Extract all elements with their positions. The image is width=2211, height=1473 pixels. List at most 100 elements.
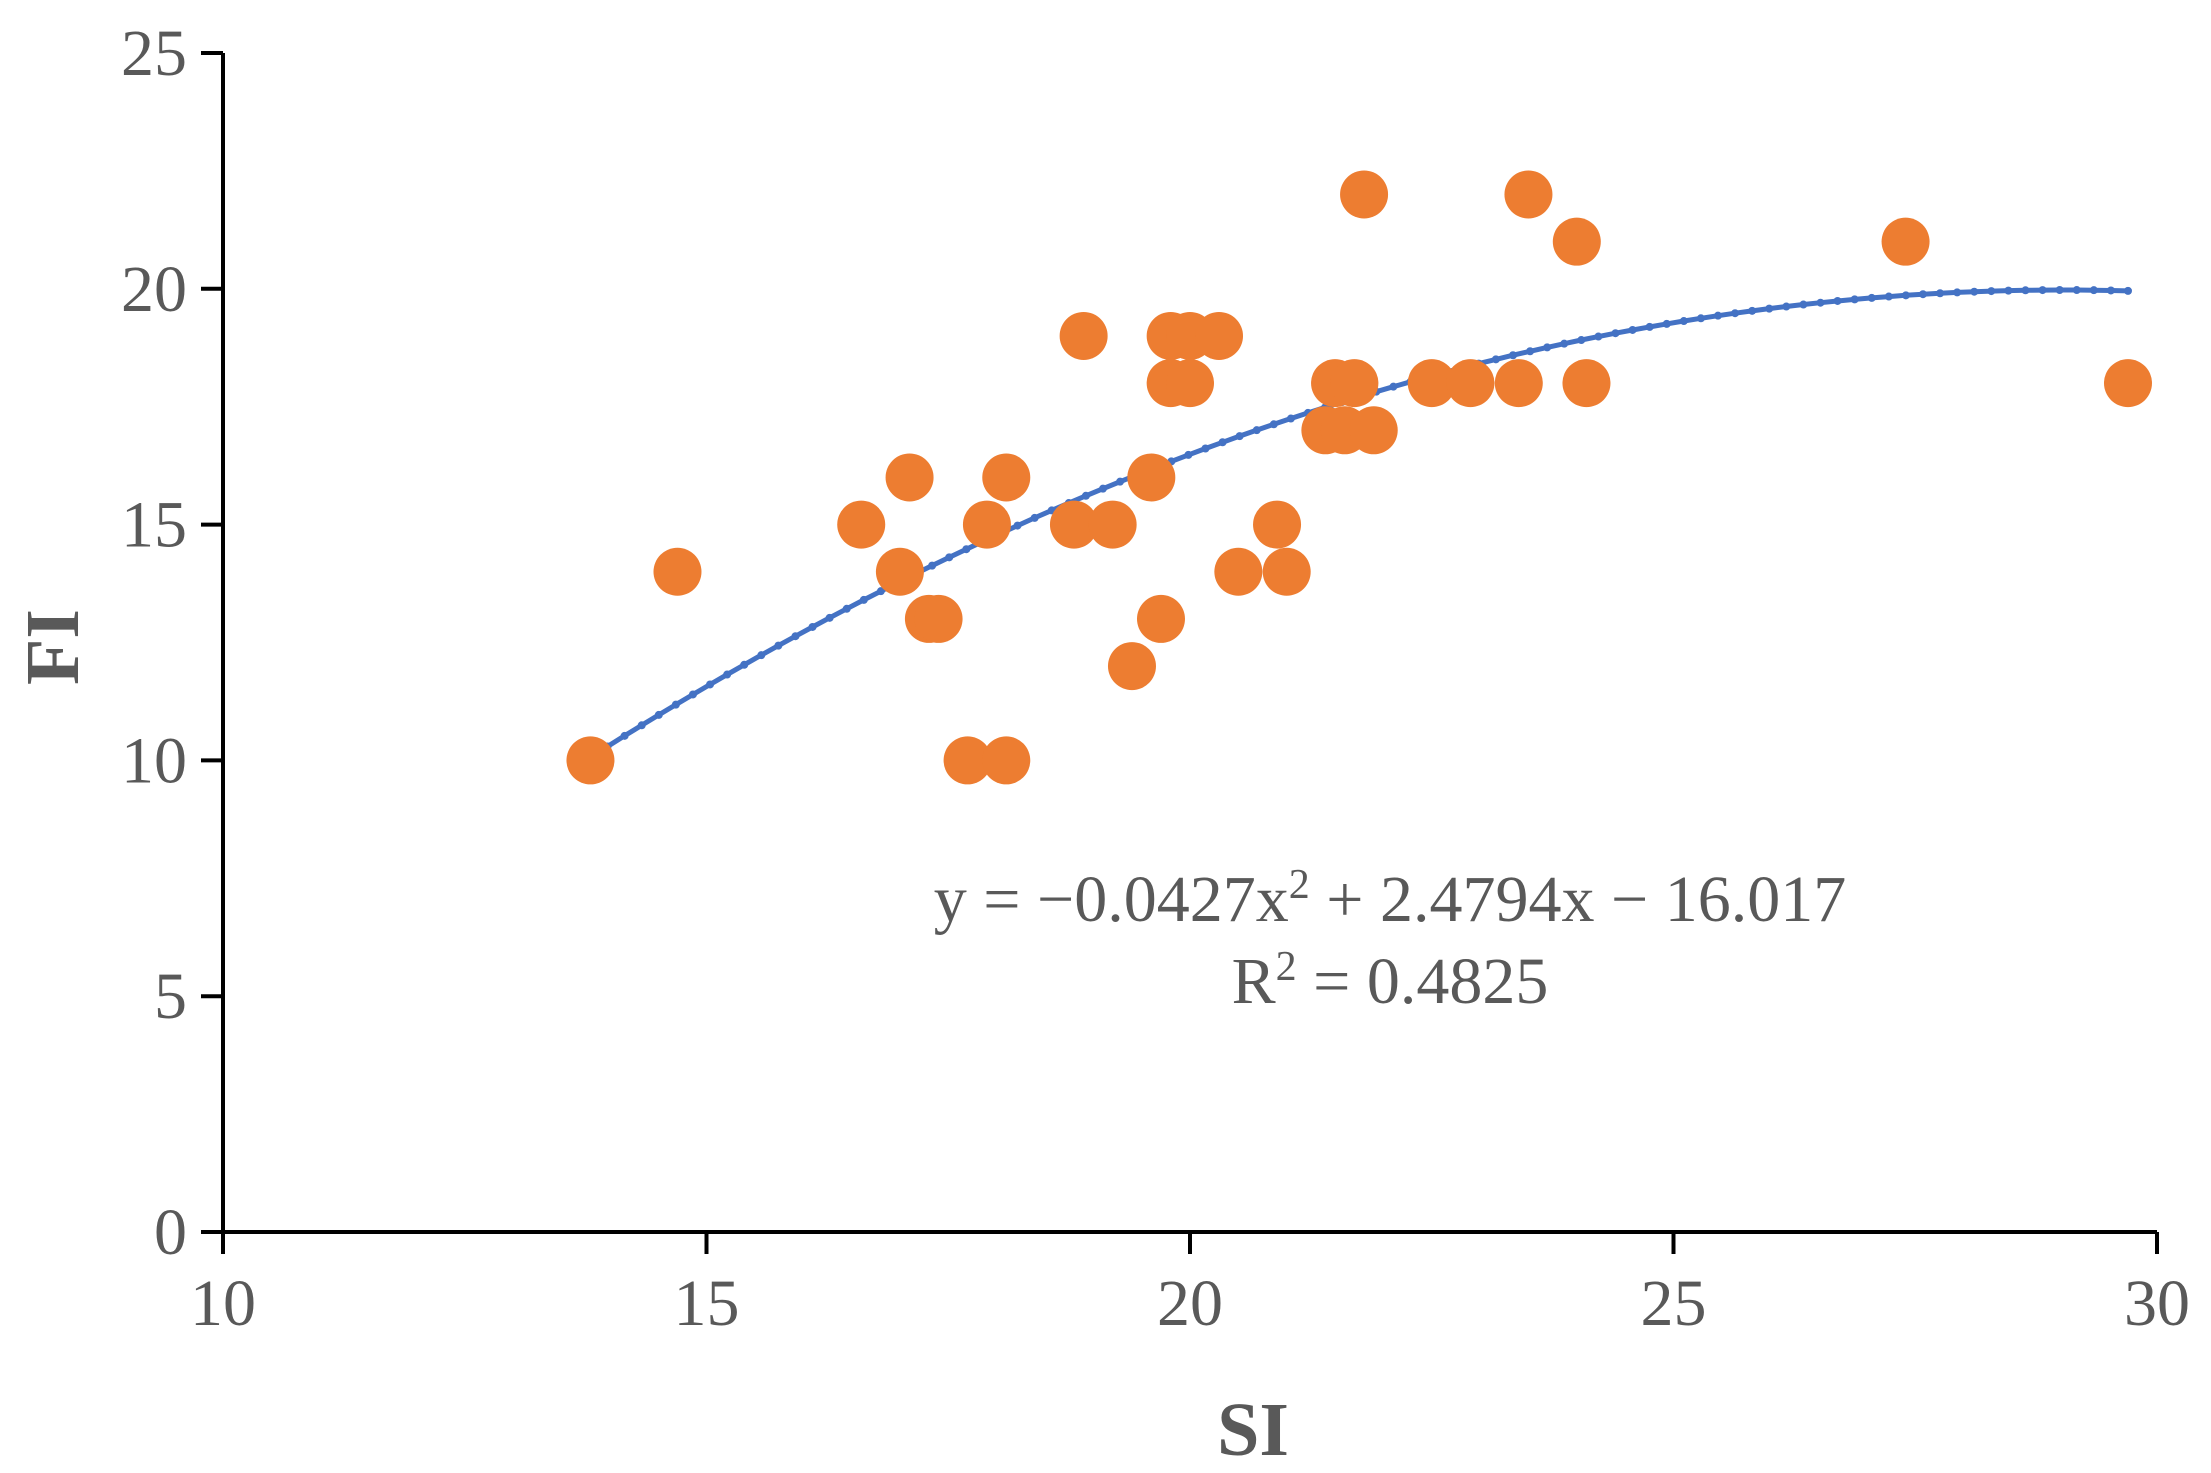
data-point: [1166, 359, 1214, 408]
data-point: [837, 500, 886, 549]
data-point: [1088, 500, 1137, 549]
trendline-marker: [1918, 290, 1927, 299]
trendline-marker: [1884, 292, 1893, 301]
data-point: [1253, 500, 1302, 549]
trendline-marker: [1987, 287, 1996, 296]
data-point: [1407, 359, 1456, 408]
trendline-marker: [2021, 286, 2030, 295]
trendline-marker: [1543, 343, 1552, 352]
data-point: [1349, 406, 1398, 455]
trendline-marker: [2055, 285, 2064, 294]
trendline-marker: [808, 622, 817, 631]
data-point: [1494, 359, 1543, 408]
trendline-marker: [1850, 295, 1859, 304]
data-point: [1049, 500, 1098, 549]
trendline-marker: [774, 641, 783, 650]
trendline-marker: [1970, 287, 1979, 296]
data-point: [1562, 359, 1611, 408]
trendline-marker: [1098, 484, 1107, 493]
data-point: [982, 736, 1031, 785]
trendline-marker: [2089, 286, 2098, 295]
trendline-marker: [706, 680, 715, 689]
data-point: [1340, 170, 1389, 219]
trendline-marker: [1081, 491, 1090, 500]
trendline-marker: [859, 595, 868, 604]
trendline-marker: [2038, 286, 2047, 295]
trendline-marker: [1218, 438, 1227, 447]
trendline-equation: y = −0.0427x2 + 2.4794x − 16.017: [934, 862, 1846, 936]
trendline-marker: [1953, 288, 1962, 297]
trendline-marker: [1594, 332, 1603, 341]
trendline-marker: [962, 545, 971, 554]
trendline-marker: [945, 553, 954, 562]
trendline-layer: [586, 285, 2132, 762]
trendline-marker: [1936, 289, 1945, 298]
trendline-marker: [2123, 286, 2132, 295]
trendline-marker: [1577, 336, 1586, 345]
points-layer: [566, 170, 2152, 785]
data-point: [1195, 311, 1244, 360]
trendline-marker: [1526, 347, 1535, 356]
trendline-marker: [1901, 291, 1910, 300]
trendline-marker: [1013, 521, 1022, 530]
y-tick-label: 25: [121, 17, 187, 90]
data-point: [982, 453, 1031, 502]
trendline-marker: [1696, 314, 1705, 323]
trendline-marker: [671, 700, 680, 709]
y-axis-title: FI: [11, 609, 95, 685]
trendline-marker: [1030, 513, 1039, 522]
data-point: [1446, 359, 1495, 408]
y-tick-label: 20: [121, 253, 187, 326]
trendline-marker: [1560, 339, 1569, 348]
trendline-marker: [1679, 317, 1688, 326]
data-point: [566, 736, 615, 785]
y-tick-label: 10: [121, 724, 187, 797]
data-point: [1881, 217, 1930, 266]
data-point: [1262, 547, 1311, 596]
data-point: [653, 547, 702, 596]
r2-superscript: 2: [1276, 944, 1297, 990]
trendline-marker: [1799, 300, 1808, 309]
data-point: [875, 547, 924, 596]
data-point: [1136, 594, 1185, 643]
trendline-marker: [791, 632, 800, 641]
trendline-marker: [688, 690, 697, 699]
data-point: [1214, 547, 1263, 596]
trendline-marker: [842, 604, 851, 613]
trendline-marker: [928, 561, 937, 570]
trendline-marker: [1184, 450, 1193, 459]
data-point: [885, 453, 934, 502]
y-tick-label: 15: [121, 489, 187, 562]
trendline-marker: [620, 731, 629, 740]
trendline-marker: [876, 587, 885, 596]
data-point: [1127, 453, 1176, 502]
trendline-marker: [1611, 329, 1620, 338]
x-tick-label: 10: [190, 1267, 256, 1340]
x-tick-label: 30: [2124, 1267, 2190, 1340]
trendline-marker: [1748, 306, 1757, 315]
trendline-marker: [740, 660, 749, 669]
trendline-marker: [1782, 302, 1791, 311]
x-axis-title: SI: [1217, 1388, 1289, 1472]
trendline-marker: [1508, 351, 1517, 360]
trendline-marker: [1867, 293, 1876, 302]
trendline-marker: [1286, 414, 1295, 423]
trendline-marker: [1491, 355, 1500, 364]
trendline-marker: [1645, 322, 1654, 331]
data-point: [2103, 359, 2152, 408]
x-tick-label: 25: [1641, 1267, 1707, 1340]
trendline-marker: [1816, 298, 1825, 307]
data-point: [1330, 359, 1379, 408]
x-tick-label: 20: [1157, 1267, 1223, 1340]
trendline-marker: [757, 651, 766, 660]
trendline-marker: [1235, 432, 1244, 441]
trendline-marker: [1201, 444, 1210, 453]
trendline-marker: [825, 613, 834, 622]
trendline-marker: [1116, 477, 1125, 486]
trendline-marker: [1765, 304, 1774, 313]
equation-superscript: 2: [1289, 862, 1310, 908]
trendline-marker: [1662, 319, 1671, 328]
x-tick-label: 15: [674, 1267, 740, 1340]
data-point: [1107, 642, 1156, 691]
